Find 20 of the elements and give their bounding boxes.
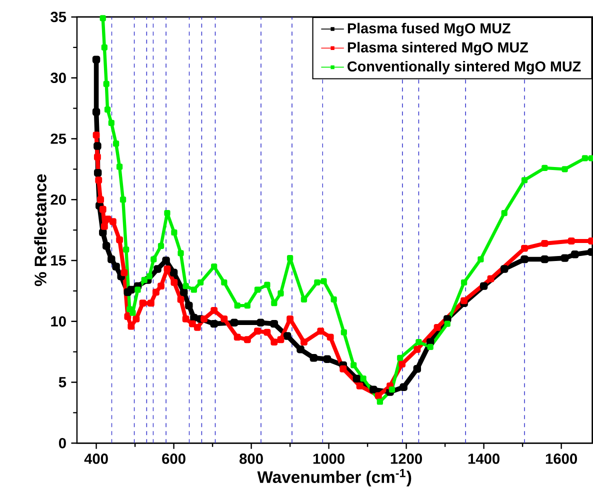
legend-label: Plasma sintered MgO MUZ <box>348 42 528 56</box>
y-tick-label: 35 <box>50 12 66 22</box>
x-tick-label: 800 <box>240 453 263 464</box>
x-tick-label: 1000 <box>313 453 344 464</box>
y-tick-label: 20 <box>50 194 66 205</box>
x-tick-label: 400 <box>84 453 108 464</box>
legend-label: Conventionally sintered MgO MUZ <box>348 60 581 74</box>
x-tick-label: 1600 <box>546 453 577 464</box>
x-tick-label: 1400 <box>468 453 500 464</box>
y-tick-label: 30 <box>50 72 66 83</box>
y-axis-title: % Reflectance <box>34 174 46 286</box>
y-tick-label: 10 <box>51 316 66 326</box>
y-tick-label: 0 <box>58 438 66 448</box>
legend-label: Plasma fused MgO MUZ <box>348 22 510 36</box>
y-tick-label: 25 <box>50 133 66 144</box>
x-axis-title: Wavenumber (cm$^{-1}$) <box>257 468 412 486</box>
x-tick-label: 1200 <box>390 453 422 464</box>
y-tick-label: 5 <box>58 376 66 388</box>
x-tick-label: 600 <box>162 453 186 464</box>
y-tick-label: 15 <box>51 255 66 266</box>
